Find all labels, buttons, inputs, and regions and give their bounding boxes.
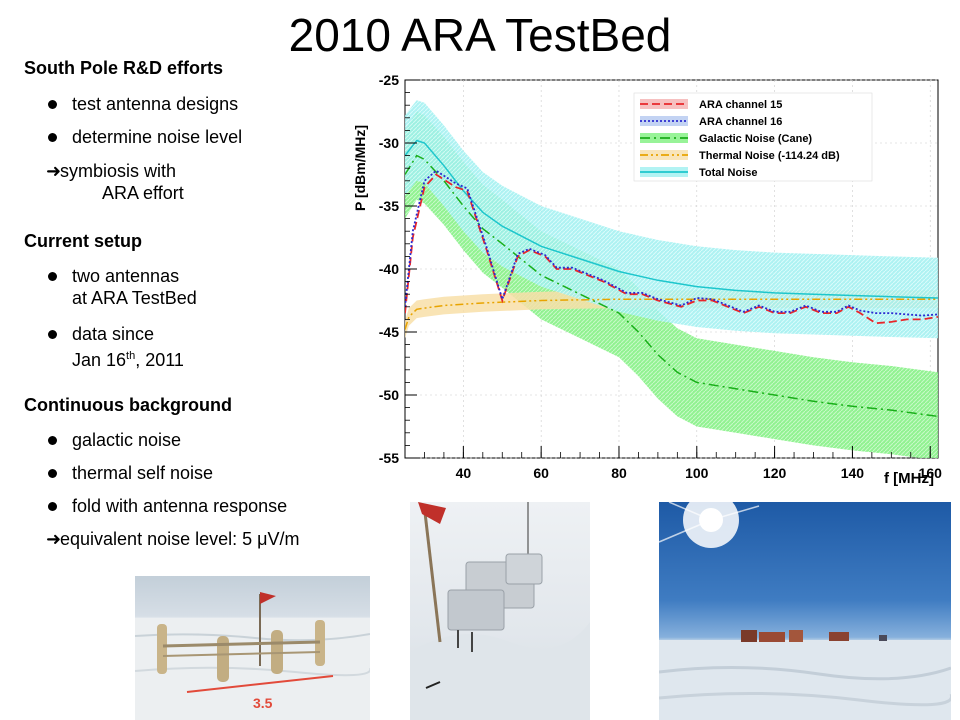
legend-label: Galactic Noise (Cane) xyxy=(699,133,812,145)
axes: -25 -30 -35 -40 -45 -50 -55 40 60 80 100 120 140 160 xyxy=(379,72,942,481)
legend: ARA channel 15 ARA channel 16 Galactic Noi… xyxy=(633,92,873,182)
bullet-dot xyxy=(48,502,57,511)
bullet-dot xyxy=(48,100,57,109)
bullet-dot xyxy=(48,133,57,142)
x-tick-label: 40 xyxy=(456,465,472,481)
bullet-fold: fold with antenna response xyxy=(48,495,287,517)
y-tick-label: -50 xyxy=(379,387,399,403)
bullet-dot xyxy=(48,469,57,478)
bullet-two-antennas: two antennas at ARA TestBed xyxy=(48,265,197,309)
legend-label: Total Noise xyxy=(699,167,757,179)
photo-snow-antenna xyxy=(410,502,590,720)
series-line-3 xyxy=(405,298,938,330)
legend-label: ARA channel 15 xyxy=(699,99,782,111)
bullet-noise-level: determine noise level xyxy=(48,126,242,148)
arrow-icon: ➜ xyxy=(46,161,62,181)
photo-camp-art xyxy=(659,502,951,720)
y-tick-label: -45 xyxy=(379,324,399,340)
section-title-background: Continuous background xyxy=(24,395,232,415)
bullet-data-since: data since Jan 16th, 2011 xyxy=(48,323,184,371)
bullet-galactic: galactic noise xyxy=(48,429,181,451)
photo-snow-antenna-art xyxy=(410,502,590,720)
y-tick-label: -30 xyxy=(379,135,399,151)
bullet-thermal: thermal self noise xyxy=(48,462,213,484)
legend-label: ARA channel 16 xyxy=(699,116,782,128)
slide-title: 2010 ARA TestBed xyxy=(288,9,672,61)
y-axis-label: P [dBm/MHz] xyxy=(352,125,368,211)
x-tick-label: 140 xyxy=(841,465,865,481)
y-tick-label: -35 xyxy=(379,198,399,214)
y-tick-label: -25 xyxy=(379,72,399,88)
bullet-dot xyxy=(48,436,57,445)
arrow-item-equivalent: ➜ equivalent noise level: 5 μV/m xyxy=(46,529,300,549)
uncertainty-bands xyxy=(405,100,938,458)
series-lines xyxy=(405,139,938,418)
section-title-rd: South Pole R&D efforts xyxy=(24,58,224,78)
series-line-1 xyxy=(405,169,938,317)
photo-antenna-frame: 3.5 xyxy=(135,576,370,720)
x-axis-label: f [MHz] xyxy=(884,470,934,487)
bullet-dot xyxy=(48,330,57,339)
legend-label: Thermal Noise (-114.24 dB) xyxy=(699,150,840,162)
measure-label: 3.5 xyxy=(253,695,273,711)
band-2 xyxy=(405,111,938,458)
series-line-4 xyxy=(405,139,938,299)
photo-camp xyxy=(659,502,951,720)
series-line-2 xyxy=(405,154,938,418)
bullet-dot xyxy=(48,272,57,281)
bullet-test-antenna: test antenna designs xyxy=(48,93,238,115)
y-tick-label: -55 xyxy=(379,450,399,466)
y-tick-label: -40 xyxy=(379,261,399,277)
x-tick-label: 100 xyxy=(685,465,709,481)
photo-antenna-frame-art: 3.5 xyxy=(135,592,370,720)
arrow-icon: ➜ xyxy=(46,529,62,549)
x-tick-label: 160 xyxy=(919,465,943,481)
x-tick-label: 60 xyxy=(533,465,549,481)
x-tick-label: 80 xyxy=(611,465,627,481)
band-4 xyxy=(405,100,938,339)
arrow-item-symbiosis: ➜ symbiosis with ARA effort xyxy=(46,161,184,203)
x-tick-label: 120 xyxy=(763,465,787,481)
section-title-setup: Current setup xyxy=(24,231,143,251)
